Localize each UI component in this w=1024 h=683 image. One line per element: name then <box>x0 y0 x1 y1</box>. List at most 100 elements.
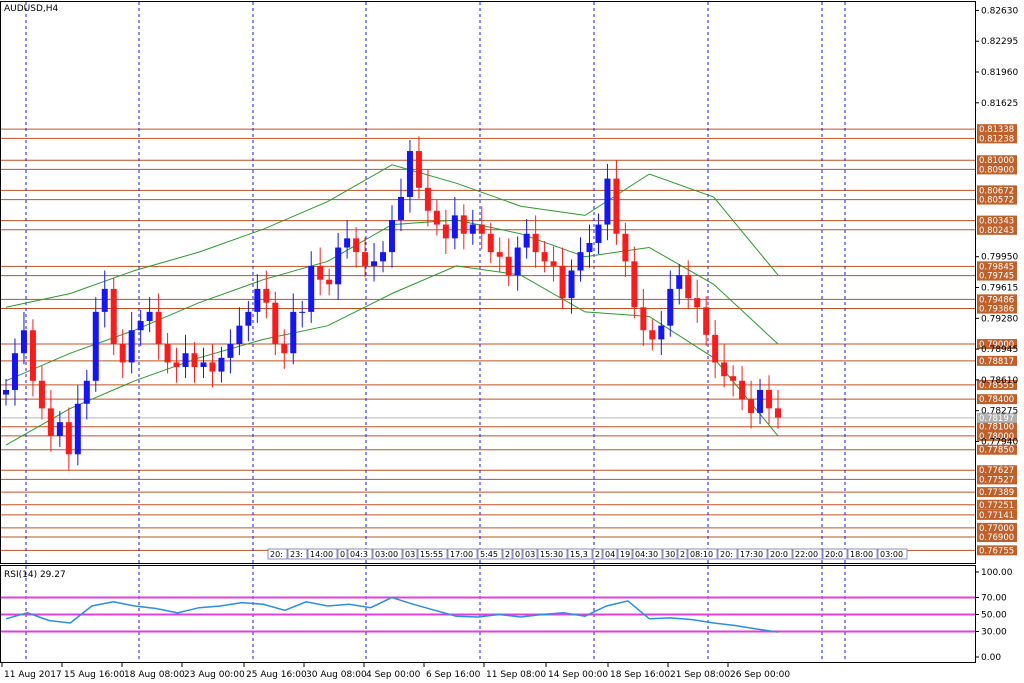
level-label: 0.79745 <box>979 272 1014 282</box>
level-label-bg <box>977 185 1017 196</box>
time-tick-label: 18 Aug 08:00 <box>124 670 185 680</box>
time-label-box <box>287 548 308 560</box>
level-label: 0.78817 <box>979 357 1014 367</box>
level-label: 0.77850 <box>979 446 1014 456</box>
time-label: 04:3 <box>350 550 368 559</box>
candle-body <box>200 362 207 368</box>
candle-body <box>164 344 171 363</box>
candle-body <box>469 224 476 234</box>
level-label-bg <box>977 224 1017 235</box>
time-label-box <box>632 548 663 560</box>
candle-body <box>173 362 180 368</box>
time-label: 03 <box>405 550 415 559</box>
level-label-bg <box>977 394 1017 405</box>
rsi-tick-label: 30.00 <box>981 628 1007 638</box>
time-label-box <box>502 548 513 560</box>
candle-body <box>550 261 557 266</box>
time-label-box <box>372 548 403 560</box>
candle-body <box>658 325 665 340</box>
candle-body <box>757 389 764 413</box>
candle-body <box>389 219 395 253</box>
level-label-bg <box>977 379 1017 390</box>
level-label: 0.77527 <box>979 475 1014 485</box>
candle-body <box>308 265 315 312</box>
time-label: 17:00 <box>450 550 473 559</box>
candle-body <box>613 178 620 234</box>
time-label: 18:00 <box>850 550 873 559</box>
level-label-bg <box>977 270 1017 281</box>
level-label: 0.76755 <box>979 546 1014 556</box>
candle-body <box>775 408 781 418</box>
candle-body <box>442 224 449 239</box>
time-tick-label: 26 Sep 00:00 <box>730 670 790 680</box>
level-label: 0.79386 <box>979 305 1014 315</box>
time-label-box <box>522 548 538 560</box>
price-tick-label: 0.77940 <box>981 437 1018 447</box>
candle-body <box>299 311 306 313</box>
candle-body <box>496 252 503 257</box>
level-label: 0.80900 <box>979 165 1014 175</box>
candle-body <box>748 399 755 413</box>
candle-body <box>586 242 593 253</box>
candle-body <box>703 307 710 335</box>
candle-body <box>415 151 422 188</box>
time-tick-label: 30 Aug 08:00 <box>306 670 367 680</box>
candle-body <box>272 302 279 345</box>
level-label: 0.77251 <box>979 501 1014 511</box>
candle-body <box>101 288 108 312</box>
rsi-panel <box>0 596 975 633</box>
level-label: 0.80343 <box>979 217 1014 227</box>
level-label: 0.80572 <box>979 196 1014 206</box>
time-label-box <box>267 548 288 560</box>
candle-body <box>577 252 584 271</box>
price-tick-label: 0.81960 <box>981 68 1018 78</box>
candle-body <box>227 344 234 358</box>
candle-body <box>532 233 539 253</box>
time-label-box <box>307 548 338 560</box>
time-tick-label: 18 Sep 16:00 <box>610 670 670 680</box>
level-label-bg <box>977 465 1017 476</box>
candle-body <box>74 403 81 455</box>
candle-body <box>712 334 719 363</box>
candle-body <box>317 265 324 280</box>
window-title: AUDUSD,H4 <box>4 4 59 14</box>
current-price-label: 0.78197 <box>979 414 1014 424</box>
candle-body <box>110 288 117 345</box>
time-label: 23: <box>290 550 303 559</box>
time-label-box <box>677 548 688 560</box>
candle-body <box>335 247 342 285</box>
time-label-box <box>767 548 793 560</box>
time-label: 0 <box>340 550 345 559</box>
level-label: 0.80672 <box>979 186 1014 196</box>
time-label: 2 <box>505 550 510 559</box>
level-label-bg <box>977 124 1017 135</box>
level-label: 0.78100 <box>979 423 1014 433</box>
candle-body <box>721 362 728 377</box>
candle-body <box>595 224 602 243</box>
candle-body <box>514 247 521 276</box>
candle-body <box>344 238 351 248</box>
candle-body <box>640 307 647 331</box>
candle-body <box>3 389 9 395</box>
time-label-box <box>347 548 373 560</box>
rsi-tick-label: 50.00 <box>981 611 1007 621</box>
candle-body <box>119 344 126 363</box>
time-tick-label: 25 Aug 16:00 <box>246 670 307 680</box>
time-label-box <box>402 548 418 560</box>
candle-body <box>29 330 36 381</box>
time-label-box <box>567 548 593 560</box>
time-tick-label: 21 Sep 08:00 <box>670 670 730 680</box>
candle-body <box>631 261 638 308</box>
candle-body <box>559 265 566 299</box>
candle-body <box>568 270 575 299</box>
candle-body <box>263 288 270 303</box>
level-label: 0.77000 <box>979 524 1014 534</box>
level-label-bg <box>977 215 1017 226</box>
candle-body <box>451 215 458 239</box>
time-label-box <box>847 548 878 560</box>
candles <box>3 136 781 470</box>
time-tick-label: 11 Sep 08:00 <box>486 670 546 680</box>
level-label-bg <box>977 155 1017 166</box>
